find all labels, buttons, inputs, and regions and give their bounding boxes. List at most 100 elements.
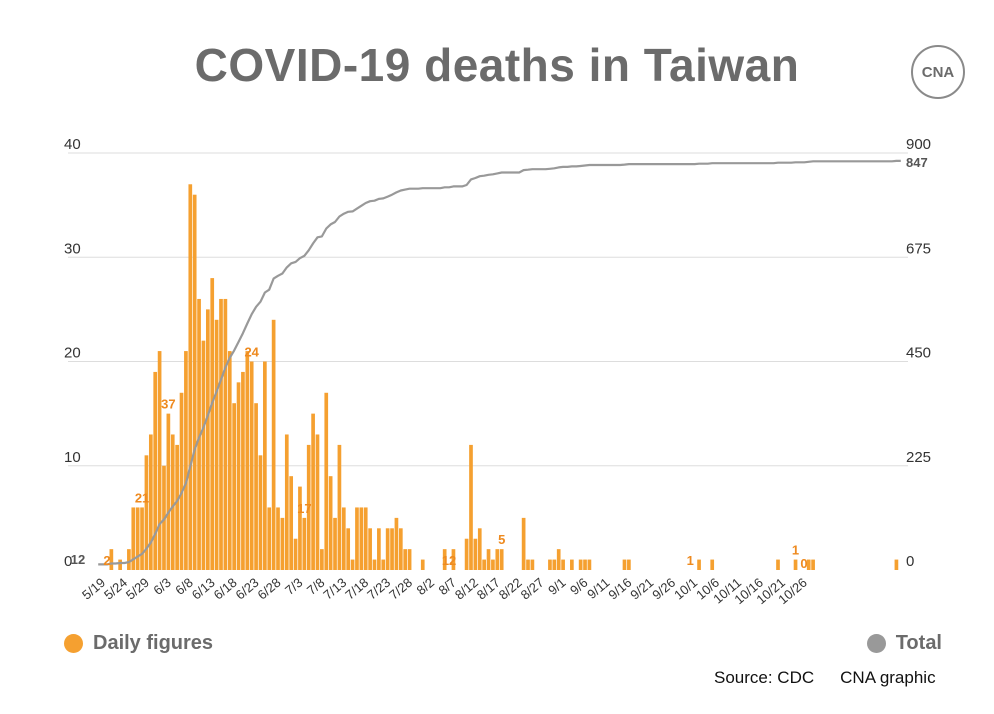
daily-bar	[267, 507, 272, 570]
daily-bar	[302, 517, 307, 570]
daily-bar	[894, 559, 899, 570]
daily-bar	[407, 549, 412, 570]
daily-bar	[205, 309, 210, 570]
daily-bar	[179, 392, 184, 570]
right-tick-label: 225	[906, 449, 931, 466]
right-tick-label: 900	[906, 136, 931, 153]
data-label: 37	[161, 397, 175, 412]
daily-bar	[192, 194, 197, 570]
daily-bar	[793, 559, 798, 570]
data-label: 847	[906, 155, 928, 170]
daily-bar	[320, 549, 324, 570]
daily-bar	[284, 434, 289, 570]
right-tick-label: 675	[906, 240, 931, 257]
daily-bar	[499, 549, 504, 570]
daily-bar	[578, 559, 583, 570]
legend-daily: Daily figures	[64, 632, 213, 655]
daily-bar	[271, 319, 276, 570]
right-tick-label: 0	[906, 553, 914, 570]
x-tick-label: 6/28	[255, 575, 284, 603]
legend-total: Total	[866, 632, 942, 655]
daily-bar	[184, 351, 188, 570]
daily-bar	[223, 298, 228, 570]
daily-bar	[131, 507, 136, 570]
daily-bar	[254, 403, 258, 570]
daily-bar	[464, 538, 469, 570]
data-label: 21	[135, 490, 149, 505]
daily-bar	[170, 434, 175, 570]
daily-bar	[324, 392, 329, 570]
daily-bar	[298, 486, 302, 570]
x-tick-label: 6/3	[150, 575, 173, 598]
daily-bar	[315, 434, 320, 570]
daily-bar	[293, 538, 298, 570]
daily-bar	[135, 507, 140, 570]
daily-bar	[583, 559, 587, 570]
daily-bar	[420, 559, 425, 570]
daily-bar	[236, 382, 241, 570]
credit-text: CNA graphic	[840, 668, 936, 687]
right-tick-label: 450	[906, 345, 931, 362]
daily-bar	[140, 507, 144, 570]
daily-bar	[385, 528, 390, 570]
daily-bar	[776, 559, 780, 570]
data-label: 12	[71, 552, 85, 567]
total-line	[98, 159, 901, 566]
daily-bar	[333, 517, 337, 570]
daily-bar	[109, 549, 114, 570]
daily-bar	[157, 351, 162, 570]
daily-bar	[477, 528, 482, 570]
total-line-path	[98, 159, 901, 566]
daily-bar	[241, 371, 245, 570]
right-axis: 0 225 450 675 900	[906, 136, 931, 570]
daily-bar	[232, 403, 236, 570]
daily-bar	[311, 413, 315, 570]
daily-bar	[372, 559, 377, 570]
data-label: 1	[792, 543, 799, 558]
daily-bar	[245, 351, 250, 570]
daily-bar	[622, 559, 627, 570]
data-label: 24	[244, 345, 259, 360]
daily-bar	[390, 528, 394, 570]
x-tick-label: 7/28	[386, 575, 415, 603]
daily-bar	[355, 507, 359, 570]
daily-bar	[175, 444, 179, 570]
daily-bar	[526, 559, 530, 570]
daily-bar	[148, 434, 153, 570]
daily-bar	[368, 528, 372, 570]
data-label: 12	[442, 553, 456, 568]
daily-bar	[482, 559, 486, 570]
daily-bar	[280, 517, 285, 570]
daily-bar	[556, 549, 561, 570]
daily-bar	[486, 549, 491, 570]
data-label: 1	[687, 553, 694, 568]
daily-bar	[710, 559, 715, 570]
x-tick-label: 8/2	[414, 575, 437, 598]
source-text: Source: CDC	[714, 668, 815, 687]
daily-bar	[381, 559, 386, 570]
daily-bar	[806, 559, 811, 570]
daily-bar	[359, 507, 364, 570]
daily-bar	[552, 559, 557, 570]
daily-bar	[530, 559, 535, 570]
daily-bar	[346, 528, 351, 570]
left-tick-label: 30	[64, 240, 81, 257]
daily-bar	[197, 298, 201, 570]
daily-bar	[570, 559, 574, 570]
legend-daily-label: Daily figures	[93, 632, 214, 654]
daily-bar	[398, 528, 403, 570]
daily-bar	[377, 528, 381, 570]
data-label: 5	[498, 532, 505, 547]
daily-bar	[548, 559, 552, 570]
daily-bar	[118, 559, 122, 570]
daily-bar	[697, 559, 701, 570]
daily-bar	[210, 278, 215, 570]
daily-bar	[201, 340, 206, 570]
daily-bar	[249, 361, 254, 570]
daily-bars	[109, 184, 899, 570]
data-label: 17	[297, 501, 311, 516]
footer: Source: CDC CNA graphic	[714, 668, 936, 688]
daily-bar	[403, 549, 408, 570]
daily-bar	[144, 455, 149, 570]
